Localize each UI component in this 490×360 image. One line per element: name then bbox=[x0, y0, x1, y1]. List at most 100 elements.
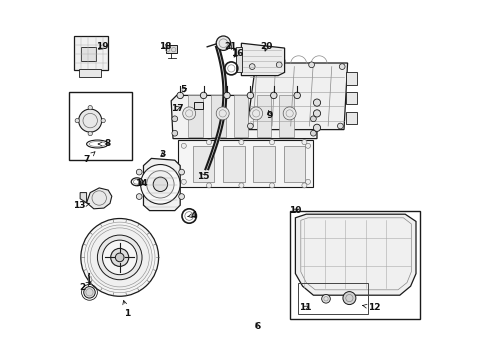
Circle shape bbox=[88, 131, 92, 136]
Text: 2: 2 bbox=[79, 282, 90, 292]
Text: 5: 5 bbox=[181, 85, 187, 94]
Circle shape bbox=[136, 194, 142, 199]
Circle shape bbox=[84, 287, 95, 298]
Text: 16: 16 bbox=[231, 49, 244, 58]
Polygon shape bbox=[144, 158, 180, 211]
Circle shape bbox=[141, 165, 180, 204]
Circle shape bbox=[79, 109, 102, 132]
Circle shape bbox=[247, 123, 253, 129]
Circle shape bbox=[314, 110, 320, 117]
Circle shape bbox=[270, 92, 277, 99]
Polygon shape bbox=[295, 214, 416, 295]
Circle shape bbox=[249, 64, 255, 69]
Circle shape bbox=[136, 169, 142, 175]
Circle shape bbox=[177, 92, 183, 99]
Bar bbox=[194, 102, 203, 109]
Bar bbox=[69, 92, 132, 160]
Bar bbox=[166, 45, 176, 53]
Circle shape bbox=[343, 292, 356, 305]
Bar bbox=[279, 95, 294, 137]
Circle shape bbox=[311, 130, 316, 136]
Bar bbox=[81, 47, 96, 61]
Text: 13: 13 bbox=[73, 202, 89, 210]
Bar bbox=[298, 283, 368, 314]
Bar bbox=[236, 47, 243, 72]
Bar bbox=[189, 95, 203, 137]
Text: 3: 3 bbox=[160, 150, 166, 158]
Bar bbox=[257, 95, 271, 137]
Circle shape bbox=[101, 118, 105, 123]
Circle shape bbox=[216, 107, 229, 120]
Circle shape bbox=[172, 130, 178, 136]
Polygon shape bbox=[87, 188, 112, 209]
Circle shape bbox=[116, 253, 124, 262]
Circle shape bbox=[338, 123, 343, 129]
Circle shape bbox=[270, 140, 274, 145]
Circle shape bbox=[75, 118, 79, 123]
Text: 21: 21 bbox=[224, 42, 237, 51]
Circle shape bbox=[270, 183, 274, 188]
Text: 12: 12 bbox=[363, 303, 381, 312]
Circle shape bbox=[179, 169, 184, 175]
Text: 1: 1 bbox=[123, 301, 130, 318]
Circle shape bbox=[172, 116, 178, 122]
Bar bbox=[223, 146, 245, 182]
Circle shape bbox=[147, 171, 174, 198]
Circle shape bbox=[111, 248, 129, 266]
Circle shape bbox=[321, 294, 330, 303]
Bar bbox=[193, 146, 215, 182]
Bar bbox=[346, 112, 357, 124]
Circle shape bbox=[239, 140, 244, 145]
Circle shape bbox=[314, 99, 320, 106]
Circle shape bbox=[305, 179, 311, 184]
Text: 9: 9 bbox=[266, 111, 272, 120]
Bar bbox=[253, 146, 275, 182]
Circle shape bbox=[294, 92, 300, 99]
Circle shape bbox=[153, 177, 168, 192]
Text: 17: 17 bbox=[171, 104, 184, 112]
Polygon shape bbox=[80, 193, 87, 203]
Circle shape bbox=[81, 219, 159, 296]
Circle shape bbox=[311, 116, 316, 122]
Bar bbox=[79, 69, 101, 77]
Polygon shape bbox=[171, 95, 317, 139]
Polygon shape bbox=[242, 43, 285, 76]
Circle shape bbox=[181, 143, 186, 148]
Circle shape bbox=[206, 183, 212, 188]
Text: 7: 7 bbox=[83, 152, 95, 164]
Circle shape bbox=[102, 240, 137, 275]
Circle shape bbox=[309, 62, 315, 68]
Text: 6: 6 bbox=[254, 322, 261, 331]
Bar bbox=[284, 146, 305, 182]
Circle shape bbox=[200, 92, 207, 99]
Circle shape bbox=[302, 183, 307, 188]
Bar bbox=[211, 95, 225, 137]
Bar bbox=[290, 211, 420, 319]
Text: 18: 18 bbox=[159, 42, 171, 51]
Circle shape bbox=[216, 36, 231, 50]
Circle shape bbox=[206, 140, 212, 145]
Text: 8: 8 bbox=[98, 139, 111, 148]
Circle shape bbox=[250, 107, 263, 120]
Text: 4: 4 bbox=[188, 211, 197, 220]
Text: 19: 19 bbox=[97, 42, 109, 51]
Circle shape bbox=[247, 92, 254, 99]
Text: 14: 14 bbox=[135, 179, 148, 188]
Circle shape bbox=[98, 235, 142, 280]
Bar bbox=[346, 92, 357, 104]
Bar bbox=[74, 36, 108, 70]
Text: 10: 10 bbox=[289, 206, 301, 215]
Circle shape bbox=[314, 124, 320, 131]
Circle shape bbox=[87, 225, 152, 290]
Circle shape bbox=[276, 62, 282, 68]
Circle shape bbox=[305, 143, 311, 148]
Circle shape bbox=[224, 92, 230, 99]
Circle shape bbox=[183, 107, 196, 120]
Text: 20: 20 bbox=[260, 42, 273, 51]
Circle shape bbox=[283, 107, 296, 120]
Circle shape bbox=[302, 140, 307, 145]
Circle shape bbox=[339, 64, 345, 69]
Text: 15: 15 bbox=[197, 172, 210, 181]
Circle shape bbox=[88, 105, 92, 110]
Bar bbox=[346, 72, 357, 85]
